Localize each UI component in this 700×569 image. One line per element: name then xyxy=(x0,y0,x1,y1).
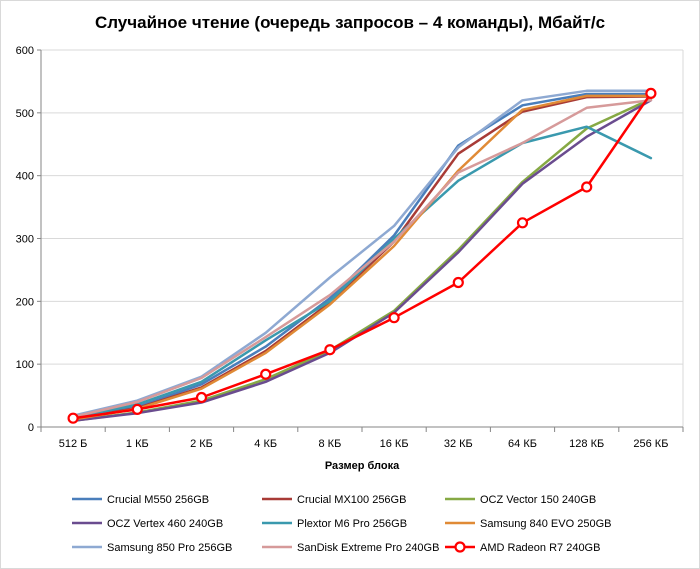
series-marker xyxy=(645,87,657,99)
series-marker xyxy=(516,217,529,229)
series-layer xyxy=(67,87,657,424)
series-marker xyxy=(452,276,464,289)
y-tick-label: 600 xyxy=(16,45,34,57)
x-tick-label: 64 КБ xyxy=(508,438,537,450)
legend-label: OCZ Vertex 460 240GB xyxy=(107,518,223,530)
x-tick-label: 2 КБ xyxy=(190,438,213,450)
series-marker xyxy=(324,344,336,356)
x-tick-label: 128 КБ xyxy=(569,438,604,450)
chart-title: Случайное чтение (очередь запросов – 4 к… xyxy=(95,13,605,32)
y-tick-label: 500 xyxy=(16,108,34,120)
y-tick-label: 100 xyxy=(16,359,34,371)
legend-label: AMD Radeon R7 240GB xyxy=(480,542,600,554)
series-line-8 xyxy=(71,99,653,419)
x-tick-label: 16 КБ xyxy=(380,438,409,450)
legend-label: OCZ Vector 150 240GB xyxy=(480,494,596,506)
y-tick-label: 300 xyxy=(16,234,34,246)
series-line-9 xyxy=(71,92,653,420)
legend-label: Crucial MX100 256GB xyxy=(297,494,406,506)
legend-label: Plextor M6 Pro 256GB xyxy=(297,518,407,530)
series-marker xyxy=(388,312,400,324)
x-tick-label: 256 КБ xyxy=(633,438,668,450)
series-marker xyxy=(131,403,143,416)
series-marker xyxy=(581,181,593,193)
x-tick-label: 512 Б xyxy=(59,438,88,450)
series-marker xyxy=(260,368,272,380)
legend-marker xyxy=(454,541,466,553)
series-line-6 xyxy=(71,94,653,421)
legend-label: SanDisk Extreme Pro 240GB xyxy=(297,542,439,554)
x-axis-title: Размер блока xyxy=(325,460,400,472)
x-tick-label: 1 КБ xyxy=(126,438,149,450)
legend: Crucial M550 256GB Crucial MX100 256GB OCZ… xyxy=(72,494,611,554)
x-tick-label: 32 КБ xyxy=(444,438,473,450)
series-marker xyxy=(67,412,79,424)
grid-layer xyxy=(41,49,684,427)
legend-label: Crucial M550 256GB xyxy=(107,494,209,506)
legend-label: Samsung 840 EVO 250GB xyxy=(480,518,611,530)
y-tick-label: 400 xyxy=(16,171,34,183)
y-tick-label: 200 xyxy=(16,296,34,308)
series-marker xyxy=(195,391,208,404)
y-tick-label: 0 xyxy=(28,422,34,434)
x-tick-label: 4 КБ xyxy=(254,438,277,450)
x-tick-label: 8 КБ xyxy=(318,438,341,450)
legend-label: Samsung 850 Pro 256GB xyxy=(107,542,232,554)
axes-layer: 0 100 200 300 400 500 600 512 Б 1 КБ 2 КБ 4 КБ 8 КБ… xyxy=(16,45,684,450)
series-line-3 xyxy=(71,97,653,422)
